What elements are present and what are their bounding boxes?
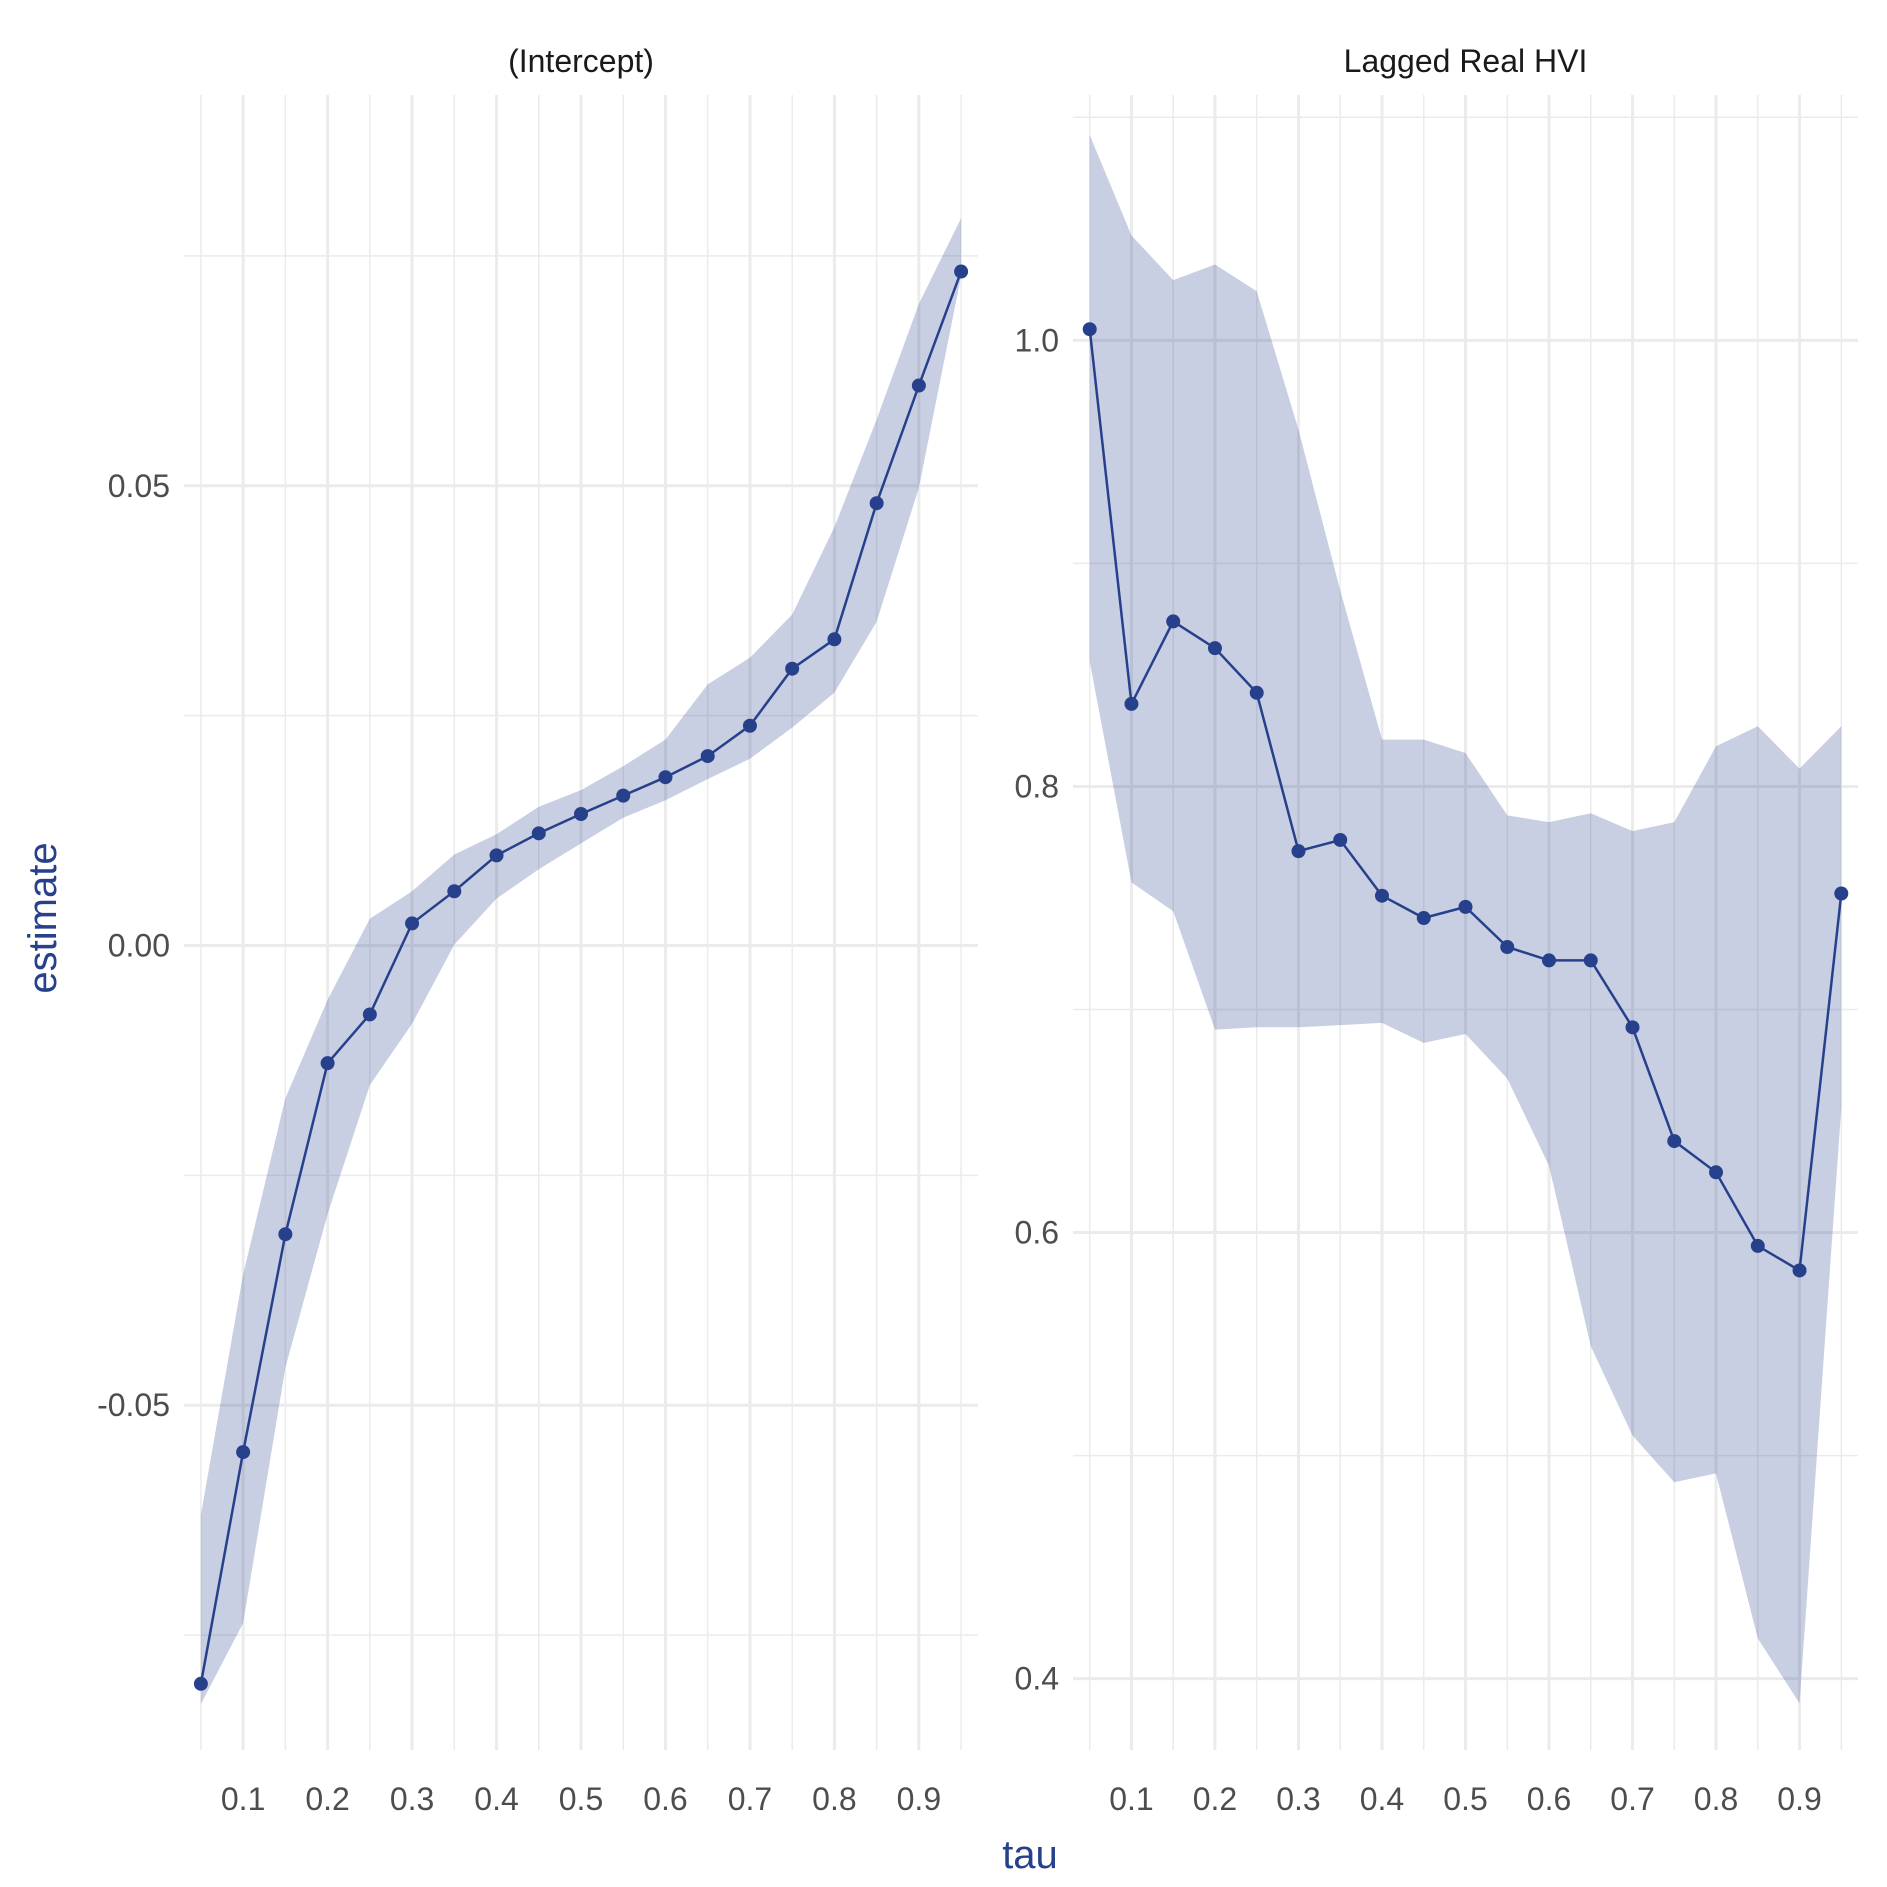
y-tick-label: 0.05 (108, 468, 170, 504)
x-tick-label: 0.3 (390, 1781, 434, 1817)
estimate-point (1542, 953, 1557, 968)
y-tick-label: 0.6 (1015, 1215, 1059, 1251)
estimate-point (193, 1676, 208, 1691)
estimate-point (1416, 911, 1431, 926)
x-tick-label: 0.8 (1694, 1781, 1738, 1817)
y-tick-label: 1.0 (1015, 322, 1059, 358)
estimate-point (489, 848, 504, 863)
x-tick-label: 0.7 (728, 1781, 772, 1817)
confidence-band (1089, 135, 1842, 1704)
estimate-point (1709, 1165, 1724, 1180)
estimate-point (405, 916, 420, 931)
x-tick-label: 0.2 (305, 1781, 349, 1817)
y-tick-label: 0.00 (108, 927, 170, 963)
estimate-point (278, 1227, 293, 1242)
panel-2: 0.4 0.6 0.8 1.0 0.1 0.2 0.3 0.4 0.5 0.6 0.7 0.8 0.9 L… (1015, 43, 1858, 1817)
estimate-point (1834, 886, 1849, 901)
estimate-point (1458, 899, 1473, 914)
estimate-point (616, 788, 631, 803)
estimate-point (1333, 832, 1348, 847)
estimate-point (1291, 844, 1306, 859)
estimate-point (1124, 696, 1139, 711)
x-tick-label: 0.4 (474, 1781, 518, 1817)
estimate-point (1207, 641, 1222, 656)
estimate-point (1500, 940, 1515, 955)
estimate-point (742, 718, 757, 733)
estimate-point (236, 1445, 251, 1460)
panels: -0.05 0.00 0.05 0.1 0.2 0.3 0.4 0.5 0.6 0.7 0.8 0.9… (97, 43, 1858, 1817)
x-tick-label: 0.1 (1109, 1781, 1153, 1817)
panel-title: Lagged Real HVI (1344, 43, 1588, 79)
estimate-point (785, 661, 800, 676)
y-tick-label: 0.8 (1015, 768, 1059, 804)
x-tick-label: 0.2 (1193, 1781, 1237, 1817)
estimate-point (1625, 1020, 1640, 1035)
x-tick-label: 0.3 (1276, 1781, 1320, 1817)
estimate-point (320, 1056, 335, 1071)
estimate-point (1082, 322, 1097, 337)
y-tick-label: -0.05 (97, 1387, 170, 1423)
x-tick-label: 0.6 (1527, 1781, 1571, 1817)
estimate-point (574, 807, 588, 822)
estimate-point (1667, 1134, 1682, 1149)
estimate-point (911, 378, 926, 393)
x-axis-title: tau (1002, 1833, 1058, 1877)
estimate-point (827, 632, 842, 647)
estimate-point (954, 264, 969, 279)
x-tick-label: 0.8 (812, 1781, 856, 1817)
estimate-point (700, 749, 715, 764)
estimate-point (362, 1007, 377, 1022)
estimate-point (1166, 614, 1181, 629)
x-tick-label: 0.4 (1360, 1781, 1404, 1817)
estimate-point (447, 884, 462, 899)
estimate-point (1249, 685, 1264, 700)
x-tick-label: 0.5 (559, 1781, 603, 1817)
estimate-point (531, 826, 546, 841)
y-tick-label: 0.4 (1015, 1661, 1059, 1697)
x-tick-label: 0.9 (1777, 1781, 1821, 1817)
estimate-point (1374, 888, 1389, 903)
x-tick-label: 0.1 (221, 1781, 265, 1817)
estimate-point (1792, 1263, 1807, 1278)
confidence-band (200, 218, 962, 1705)
x-tick-label: 0.6 (643, 1781, 687, 1817)
x-tick-label: 0.5 (1443, 1781, 1487, 1817)
panel-1: -0.05 0.00 0.05 0.1 0.2 0.3 0.4 0.5 0.6 0.7 0.8 0.9… (97, 43, 978, 1817)
y-axis-title: estimate (21, 842, 65, 993)
estimate-point (1583, 953, 1598, 968)
estimate-point (1750, 1238, 1765, 1253)
estimate-point (658, 770, 673, 785)
x-tick-label: 0.7 (1610, 1781, 1654, 1817)
x-tick-label: 0.9 (897, 1781, 941, 1817)
panel-title: (Intercept) (508, 43, 654, 79)
estimate-point (869, 496, 884, 511)
